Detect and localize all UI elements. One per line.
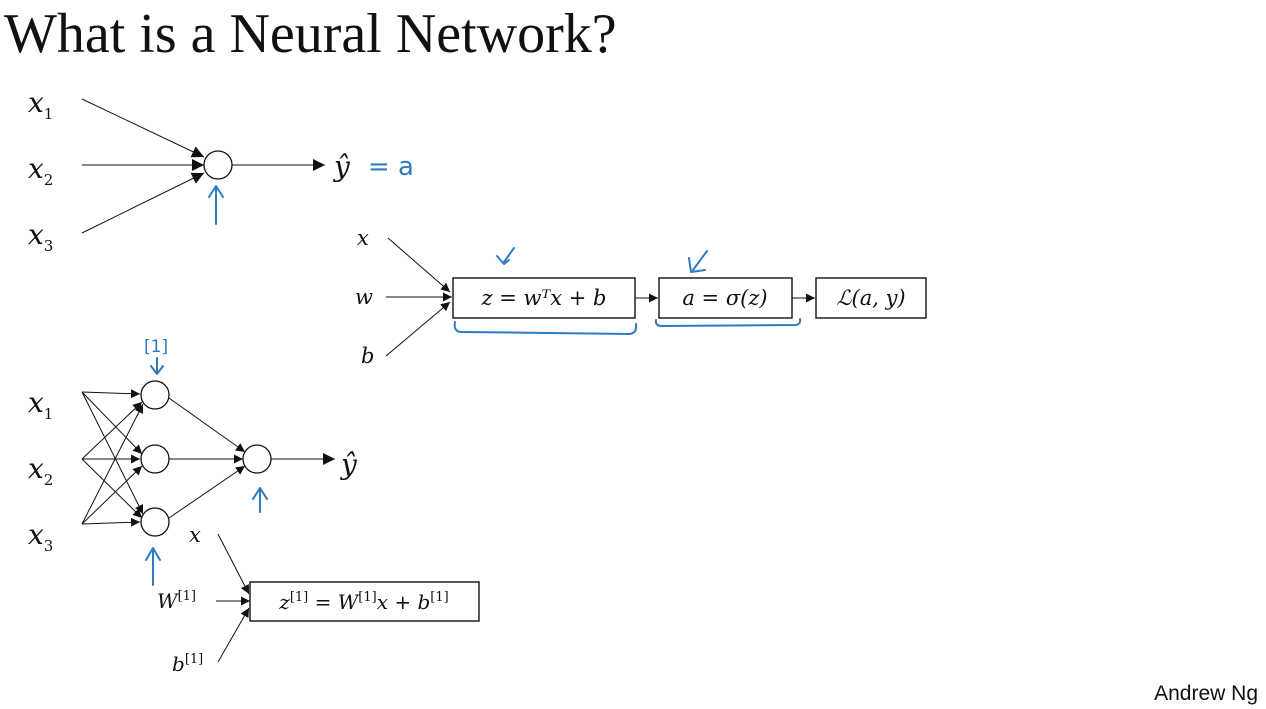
- box-loss-label: ℒ(a, y): [836, 286, 905, 310]
- net-input-x3: x3: [28, 518, 53, 555]
- brace-a-icon: [654, 318, 802, 327]
- box-layer-z-label: z[1] = W[1]x + b[1]: [278, 590, 448, 614]
- box-a: [658, 277, 793, 319]
- hidden-node-1: [140, 380, 170, 410]
- box-loss: [815, 277, 927, 319]
- author-credit: Andrew Ng: [1154, 682, 1258, 705]
- neuron-input-x1: x1: [28, 86, 53, 123]
- hidden-node-2: [140, 444, 170, 474]
- graph-input-b: b: [361, 344, 374, 368]
- output-annotation: = a: [368, 152, 414, 182]
- edge-x3-neuron: [81, 172, 205, 234]
- edge-layer-b: [217, 607, 250, 663]
- graph-input-x: x: [357, 226, 369, 250]
- edge-h1-out: [168, 397, 246, 453]
- edge-x-zbox: [387, 237, 451, 293]
- net-input-x2: x2: [28, 452, 53, 489]
- box-layer-z: [249, 581, 480, 622]
- check-arrow-icon: [496, 247, 515, 265]
- graph-input-w: w: [355, 285, 373, 309]
- slide-title: What is a Neural Network?: [4, 3, 617, 65]
- neuron-node: [203, 150, 233, 180]
- input-hidden-edges: [81, 389, 144, 527]
- arrow-up-icon: [208, 185, 224, 225]
- box-a-label: a = σ(z): [682, 286, 767, 310]
- edge-b-zbox: [385, 301, 451, 357]
- layer-computation-graph: x W[1] b[1] z[1] = W[1]x + b[1]: [157, 523, 480, 676]
- output-node: [242, 444, 272, 474]
- down-arrow-icon: [688, 250, 708, 273]
- hidden-node-3: [140, 507, 170, 537]
- neuron-input-x2: x2: [28, 152, 53, 189]
- net-input-x1: x1: [28, 386, 53, 423]
- arrow-up-output-icon: [252, 487, 268, 513]
- neuron-output-yhat: ŷ: [332, 150, 351, 183]
- layer-input-x: x: [189, 523, 201, 547]
- two-layer-network-diagram: x1 x2 x3 ŷ [1]: [28, 337, 358, 586]
- arrow-up-hidden-icon: [145, 547, 161, 586]
- arrow-down-icon: [150, 357, 164, 375]
- single-neuron-diagram: x1 x2 x3 ŷ = a: [28, 86, 414, 255]
- neuron-input-x3: x3: [28, 218, 53, 255]
- brace-z-icon: [453, 321, 638, 335]
- layer-input-b: b[1]: [172, 652, 203, 676]
- box-z-label: z = wᵀx + b: [480, 286, 606, 310]
- edge-layer-x: [217, 533, 250, 595]
- layer-input-W: W[1]: [157, 589, 196, 613]
- edge-h3-out: [168, 465, 246, 519]
- edge-x1-neuron: [81, 98, 205, 158]
- net-output-yhat: ŷ: [339, 448, 358, 481]
- logistic-computation-graph: x w b z = wᵀx + b a = σ(z) ℒ(a, y): [355, 226, 927, 368]
- box-z: [452, 277, 636, 319]
- layer-annotation: [1]: [144, 337, 168, 357]
